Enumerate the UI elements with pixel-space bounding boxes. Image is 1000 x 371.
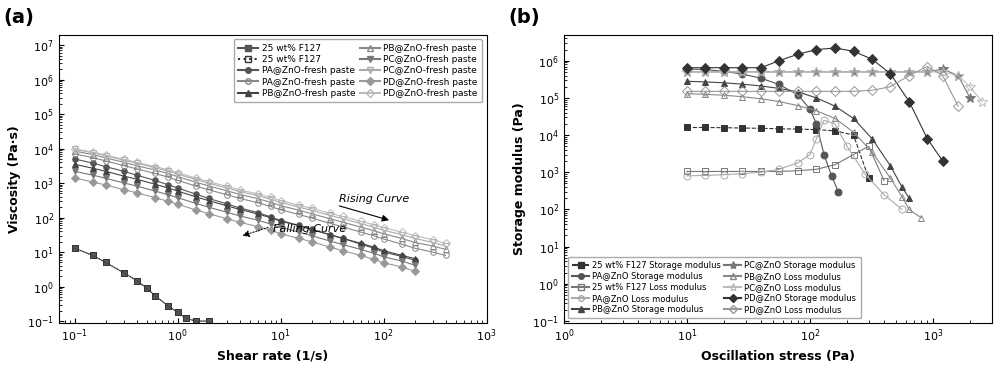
Y-axis label: Viscosity (Pa·s): Viscosity (Pa·s) (8, 125, 21, 233)
Text: (b): (b) (508, 8, 540, 27)
Legend: 25 wt% F127, 25 wt% F127, PA@ZnO-fresh paste, PA@ZnO-fresh paste, PB@ZnO-fresh p: 25 wt% F127, 25 wt% F127, PA@ZnO-fresh p… (234, 39, 482, 102)
Text: Rising Curve: Rising Curve (339, 194, 409, 204)
X-axis label: Oscillation stress (Pa): Oscillation stress (Pa) (701, 349, 855, 363)
Y-axis label: Storage modulus (Pa): Storage modulus (Pa) (513, 102, 526, 255)
Text: (a): (a) (3, 8, 34, 27)
Text: Falling Curve: Falling Curve (273, 224, 346, 234)
Legend: 25 wt% F127 Storage modulus, PA@ZnO Storage modulus, 25 wt% F127 Loss modulus, P: 25 wt% F127 Storage modulus, PA@ZnO Stor… (568, 257, 861, 318)
X-axis label: Shear rate (1/s): Shear rate (1/s) (217, 349, 328, 363)
